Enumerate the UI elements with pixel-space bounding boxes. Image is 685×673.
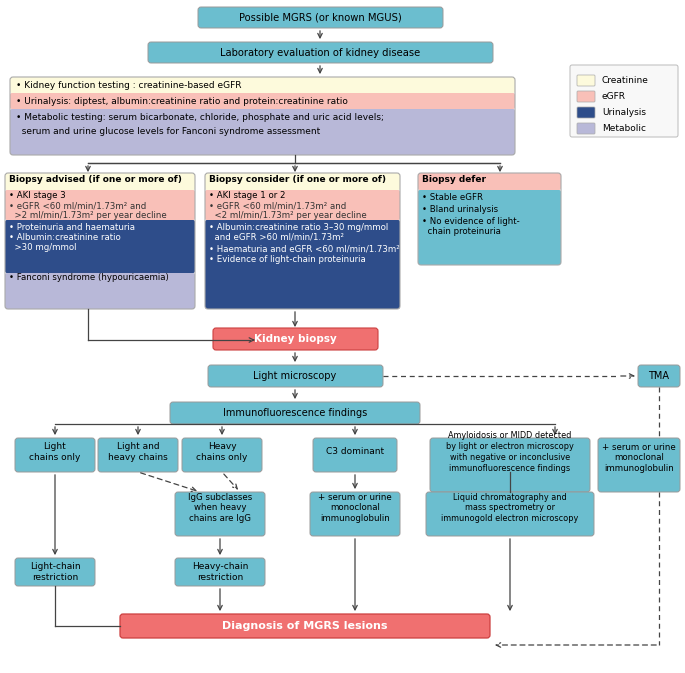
Text: • Proteinuria and haematuria: • Proteinuria and haematuria bbox=[9, 223, 135, 232]
Text: Heavy
chains only: Heavy chains only bbox=[197, 442, 248, 462]
Text: • Bland urinalysis: • Bland urinalysis bbox=[422, 205, 498, 213]
Text: • eGFR <60 ml/min/1.73m² and: • eGFR <60 ml/min/1.73m² and bbox=[209, 201, 346, 211]
Text: • Fanconi syndrome (hypouricaemia): • Fanconi syndrome (hypouricaemia) bbox=[9, 273, 169, 283]
Text: Immunofluorescence findings: Immunofluorescence findings bbox=[223, 408, 367, 418]
FancyBboxPatch shape bbox=[205, 173, 400, 190]
Text: TMA: TMA bbox=[649, 371, 669, 381]
Text: Biopsy consider (if one or more of): Biopsy consider (if one or more of) bbox=[209, 174, 386, 184]
FancyBboxPatch shape bbox=[170, 402, 420, 424]
Text: Metabolic: Metabolic bbox=[602, 124, 646, 133]
FancyBboxPatch shape bbox=[208, 365, 383, 387]
FancyBboxPatch shape bbox=[5, 220, 195, 273]
Text: • Urinalysis: diptest, albumin:creatinine ratio and protein:creatinine ratio: • Urinalysis: diptest, albumin:creatinin… bbox=[16, 96, 348, 106]
FancyBboxPatch shape bbox=[15, 558, 95, 586]
Text: • eGFR <60 ml/min/1.73m² and: • eGFR <60 ml/min/1.73m² and bbox=[9, 201, 147, 211]
FancyBboxPatch shape bbox=[638, 365, 680, 387]
Text: • Kidney function testing : creatinine-based eGFR: • Kidney function testing : creatinine-b… bbox=[16, 81, 242, 90]
Text: IgG subclasses
when heavy
chains are IgG: IgG subclasses when heavy chains are IgG bbox=[188, 493, 252, 523]
Text: Light microscopy: Light microscopy bbox=[253, 371, 336, 381]
Text: + serum or urine
monoclonal
immunoglobulin: + serum or urine monoclonal immunoglobul… bbox=[318, 493, 392, 523]
Text: and eGFR >60 ml/min/1.73m²: and eGFR >60 ml/min/1.73m² bbox=[209, 232, 344, 242]
Text: • Albumin:creatinine ratio 3–30 mg/mmol: • Albumin:creatinine ratio 3–30 mg/mmol bbox=[209, 223, 388, 232]
Text: Liquid chromatography and
mass spectrometry or
immunogold electron microscopy: Liquid chromatography and mass spectrome… bbox=[441, 493, 579, 523]
Text: Kidney biopsy: Kidney biopsy bbox=[253, 334, 336, 344]
FancyBboxPatch shape bbox=[205, 190, 400, 220]
Text: Light
chains only: Light chains only bbox=[29, 442, 81, 462]
Text: Biopsy defer: Biopsy defer bbox=[422, 174, 486, 184]
FancyBboxPatch shape bbox=[5, 190, 195, 220]
FancyBboxPatch shape bbox=[310, 492, 400, 536]
FancyBboxPatch shape bbox=[577, 123, 595, 134]
FancyBboxPatch shape bbox=[10, 109, 515, 155]
FancyBboxPatch shape bbox=[205, 220, 400, 309]
Text: Possible MGRS (or known MGUS): Possible MGRS (or known MGUS) bbox=[238, 13, 401, 22]
Text: • AKI stage 1 or 2: • AKI stage 1 or 2 bbox=[209, 192, 286, 201]
Text: Biopsy advised (if one or more of): Biopsy advised (if one or more of) bbox=[9, 174, 182, 184]
Text: • Metabolic testing: serum bicarbonate, chloride, phosphate and uric acid levels: • Metabolic testing: serum bicarbonate, … bbox=[16, 114, 384, 122]
FancyBboxPatch shape bbox=[570, 65, 678, 137]
FancyBboxPatch shape bbox=[430, 438, 590, 492]
Text: • Evidence of light-chain proteinuria: • Evidence of light-chain proteinuria bbox=[209, 256, 366, 264]
Text: >30 mg/mmol: >30 mg/mmol bbox=[9, 242, 77, 252]
Text: Diagnosis of MGRS lesions: Diagnosis of MGRS lesions bbox=[222, 621, 388, 631]
Text: <2 ml/min/1.73m² per year decline: <2 ml/min/1.73m² per year decline bbox=[209, 211, 366, 219]
FancyBboxPatch shape bbox=[120, 614, 490, 638]
FancyBboxPatch shape bbox=[198, 7, 443, 28]
FancyBboxPatch shape bbox=[98, 438, 178, 472]
Text: C3 dominant: C3 dominant bbox=[326, 448, 384, 456]
Text: Light-chain
restriction: Light-chain restriction bbox=[29, 562, 80, 582]
FancyBboxPatch shape bbox=[577, 107, 595, 118]
Text: >2 ml/min/1.73m² per year decline: >2 ml/min/1.73m² per year decline bbox=[9, 211, 166, 219]
FancyBboxPatch shape bbox=[15, 438, 95, 472]
Text: • AKI stage 3: • AKI stage 3 bbox=[9, 192, 66, 201]
FancyBboxPatch shape bbox=[148, 42, 493, 63]
FancyBboxPatch shape bbox=[175, 492, 265, 536]
FancyBboxPatch shape bbox=[10, 77, 515, 93]
Text: • No evidence of light-: • No evidence of light- bbox=[422, 217, 520, 225]
FancyBboxPatch shape bbox=[577, 91, 595, 102]
Text: • Haematuria and eGFR <60 ml/min/1.73m²: • Haematuria and eGFR <60 ml/min/1.73m² bbox=[209, 244, 400, 254]
FancyBboxPatch shape bbox=[5, 173, 195, 190]
FancyBboxPatch shape bbox=[577, 75, 595, 86]
FancyBboxPatch shape bbox=[182, 438, 262, 472]
Text: serum and urine glucose levels for Fanconi syndrome assessment: serum and urine glucose levels for Fanco… bbox=[16, 127, 321, 135]
FancyBboxPatch shape bbox=[175, 558, 265, 586]
FancyBboxPatch shape bbox=[418, 190, 561, 265]
FancyBboxPatch shape bbox=[313, 438, 397, 472]
FancyBboxPatch shape bbox=[213, 328, 378, 350]
Text: Laboratory evaluation of kidney disease: Laboratory evaluation of kidney disease bbox=[220, 48, 420, 57]
Text: • Stable eGFR: • Stable eGFR bbox=[422, 192, 483, 201]
Text: • Albumin:creatinine ratio: • Albumin:creatinine ratio bbox=[9, 232, 121, 242]
FancyBboxPatch shape bbox=[418, 173, 561, 190]
Text: Heavy-chain
restriction: Heavy-chain restriction bbox=[192, 562, 248, 582]
Text: + serum or urine
monoclonal
immunoglobulin: + serum or urine monoclonal immunoglobul… bbox=[602, 443, 676, 473]
Text: Urinalysis: Urinalysis bbox=[602, 108, 646, 117]
Text: chain proteinuria: chain proteinuria bbox=[422, 227, 501, 236]
Text: eGFR: eGFR bbox=[602, 92, 626, 101]
FancyBboxPatch shape bbox=[598, 438, 680, 492]
Text: Creatinine: Creatinine bbox=[602, 76, 649, 85]
FancyBboxPatch shape bbox=[10, 93, 515, 109]
Text: Amyloidosis or MIDD detected
by light or electron microscopy
with negative or in: Amyloidosis or MIDD detected by light or… bbox=[446, 431, 574, 472]
FancyBboxPatch shape bbox=[426, 492, 594, 536]
FancyBboxPatch shape bbox=[5, 273, 195, 309]
Text: Light and
heavy chains: Light and heavy chains bbox=[108, 442, 168, 462]
